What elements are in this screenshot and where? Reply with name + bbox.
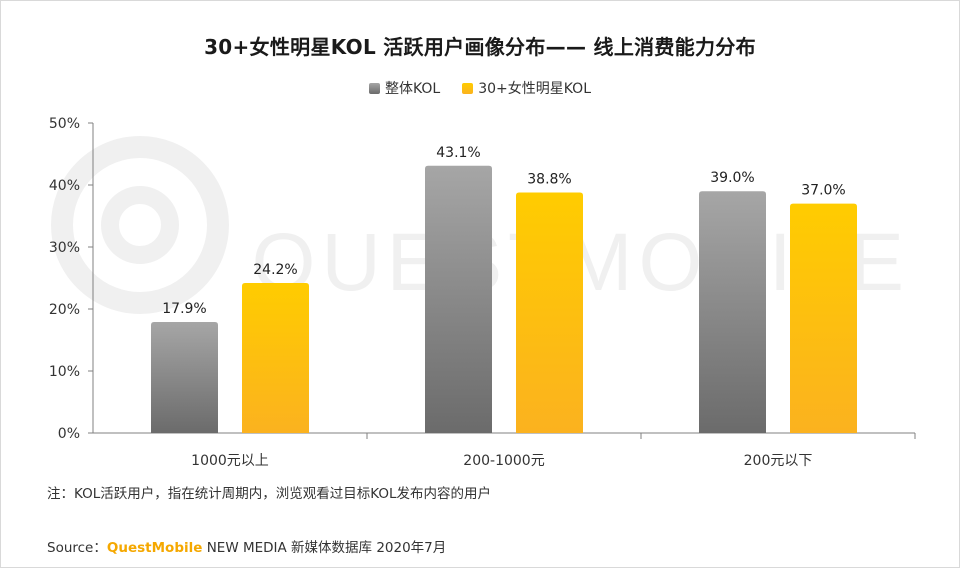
watermark-dot-icon [101,186,179,264]
y-tick-label: 50% [49,116,80,132]
chart-legend: 整体KOL 30+女性明星KOL [0,78,960,98]
x-tick-label: 1000元以上 [191,453,269,469]
legend-label: 整体KOL [384,81,441,97]
legend-item-overall-kol: 整体KOL [368,78,441,98]
chart-title: 30+女性明星KOL 活跃用户画像分布—— 线上消费能力分布 [204,35,756,59]
y-tick-label: 0% [58,426,80,442]
y-tick-label: 20% [49,302,80,318]
watermark-ring-icon [51,136,229,314]
data-label: 39.0% [710,170,754,186]
data-label: 38.8% [527,171,571,187]
bar-female-star-kol [242,282,309,433]
y-tick-label: 10% [49,364,80,380]
x-tick-label: 200-1000元 [463,453,544,469]
data-label: 17.9% [162,301,206,317]
source-line: Source：QuestMobile NEW MEDIA 新媒体数据库 2020… [47,536,446,556]
y-tick-label: 30% [49,240,80,256]
legend-swatch-yellow [462,82,474,94]
legend-label: 30+女性明星KOL [478,81,591,97]
x-tick-label: 200元以下 [744,453,813,469]
data-label: 37.0% [801,183,845,199]
bar-female-star-kol [516,192,583,433]
data-label: 24.2% [253,262,297,278]
chart-bars [151,165,857,433]
data-label: 43.1% [436,145,480,161]
source-suffix: NEW MEDIA 新媒体数据库 2020年7月 [206,540,447,556]
source-brand-logo: QuestMobile [106,540,203,556]
legend-item-female-star-kol: 30+女性明星KOL [462,78,591,98]
chart-labels: 17.9% 24.2% 43.1% 38.8% 39.0% 37.0% [162,145,845,317]
chart-axes: 0% 10% 20% 30% 40% 50% 1000元以上 200-1000元 200元以下 [49,116,916,469]
bar-overall-kol [699,191,766,433]
source-prefix: Source： [47,540,107,556]
y-tick-label: 40% [49,178,80,194]
bar-overall-kol [151,322,218,433]
bar-female-star-kol [790,203,857,433]
bar-overall-kol [425,165,492,433]
footnote: 注：KOL活跃用户，指在统计周期内，浏览观看过目标KOL发布内容的用户 [47,486,492,502]
legend-swatch-gray [368,82,380,94]
